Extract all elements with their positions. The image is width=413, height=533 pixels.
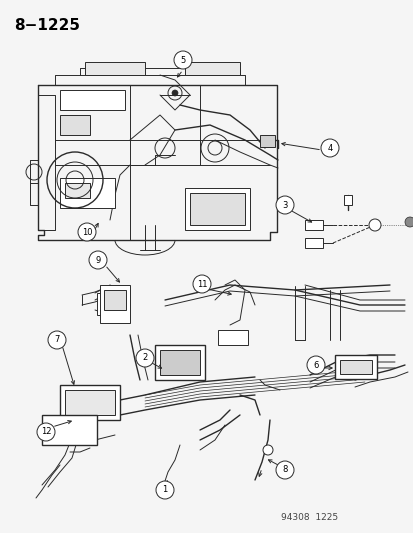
Text: 4: 4: [327, 143, 332, 152]
Circle shape: [320, 139, 338, 157]
Circle shape: [48, 331, 66, 349]
FancyBboxPatch shape: [60, 90, 125, 110]
Text: 11: 11: [196, 279, 207, 288]
Text: 8: 8: [282, 465, 287, 474]
Text: 8−1225: 8−1225: [14, 18, 80, 33]
Text: 12: 12: [40, 427, 51, 437]
Circle shape: [136, 349, 154, 367]
Circle shape: [156, 481, 173, 499]
FancyBboxPatch shape: [154, 345, 204, 380]
Text: 7: 7: [54, 335, 59, 344]
FancyBboxPatch shape: [304, 220, 322, 230]
FancyBboxPatch shape: [97, 293, 123, 315]
Circle shape: [192, 275, 211, 293]
FancyBboxPatch shape: [85, 62, 145, 75]
FancyBboxPatch shape: [185, 188, 249, 230]
FancyBboxPatch shape: [339, 360, 371, 374]
Text: 6: 6: [313, 360, 318, 369]
Circle shape: [275, 461, 293, 479]
FancyBboxPatch shape: [100, 285, 130, 323]
Circle shape: [78, 223, 96, 241]
Text: 1: 1: [162, 486, 167, 495]
FancyBboxPatch shape: [343, 195, 351, 205]
FancyBboxPatch shape: [190, 193, 244, 225]
Circle shape: [89, 251, 107, 269]
FancyBboxPatch shape: [259, 135, 274, 147]
FancyBboxPatch shape: [60, 178, 115, 208]
Circle shape: [173, 51, 192, 69]
FancyBboxPatch shape: [185, 62, 240, 75]
Text: 94308  1225: 94308 1225: [281, 513, 338, 522]
FancyBboxPatch shape: [65, 183, 90, 198]
FancyBboxPatch shape: [60, 385, 120, 420]
Circle shape: [306, 356, 324, 374]
Circle shape: [275, 196, 293, 214]
FancyBboxPatch shape: [159, 350, 199, 375]
Circle shape: [368, 219, 380, 231]
Text: 2: 2: [142, 353, 147, 362]
Text: 9: 9: [95, 255, 100, 264]
Text: 10: 10: [81, 228, 92, 237]
Circle shape: [37, 423, 55, 441]
FancyBboxPatch shape: [104, 290, 126, 310]
FancyBboxPatch shape: [304, 238, 322, 248]
Text: 3: 3: [282, 200, 287, 209]
FancyBboxPatch shape: [60, 115, 90, 135]
Circle shape: [171, 90, 178, 96]
FancyBboxPatch shape: [334, 355, 376, 379]
Text: 5: 5: [180, 55, 185, 64]
FancyBboxPatch shape: [218, 330, 247, 345]
Circle shape: [404, 217, 413, 227]
FancyBboxPatch shape: [42, 415, 97, 445]
FancyBboxPatch shape: [65, 390, 115, 415]
Circle shape: [262, 445, 272, 455]
